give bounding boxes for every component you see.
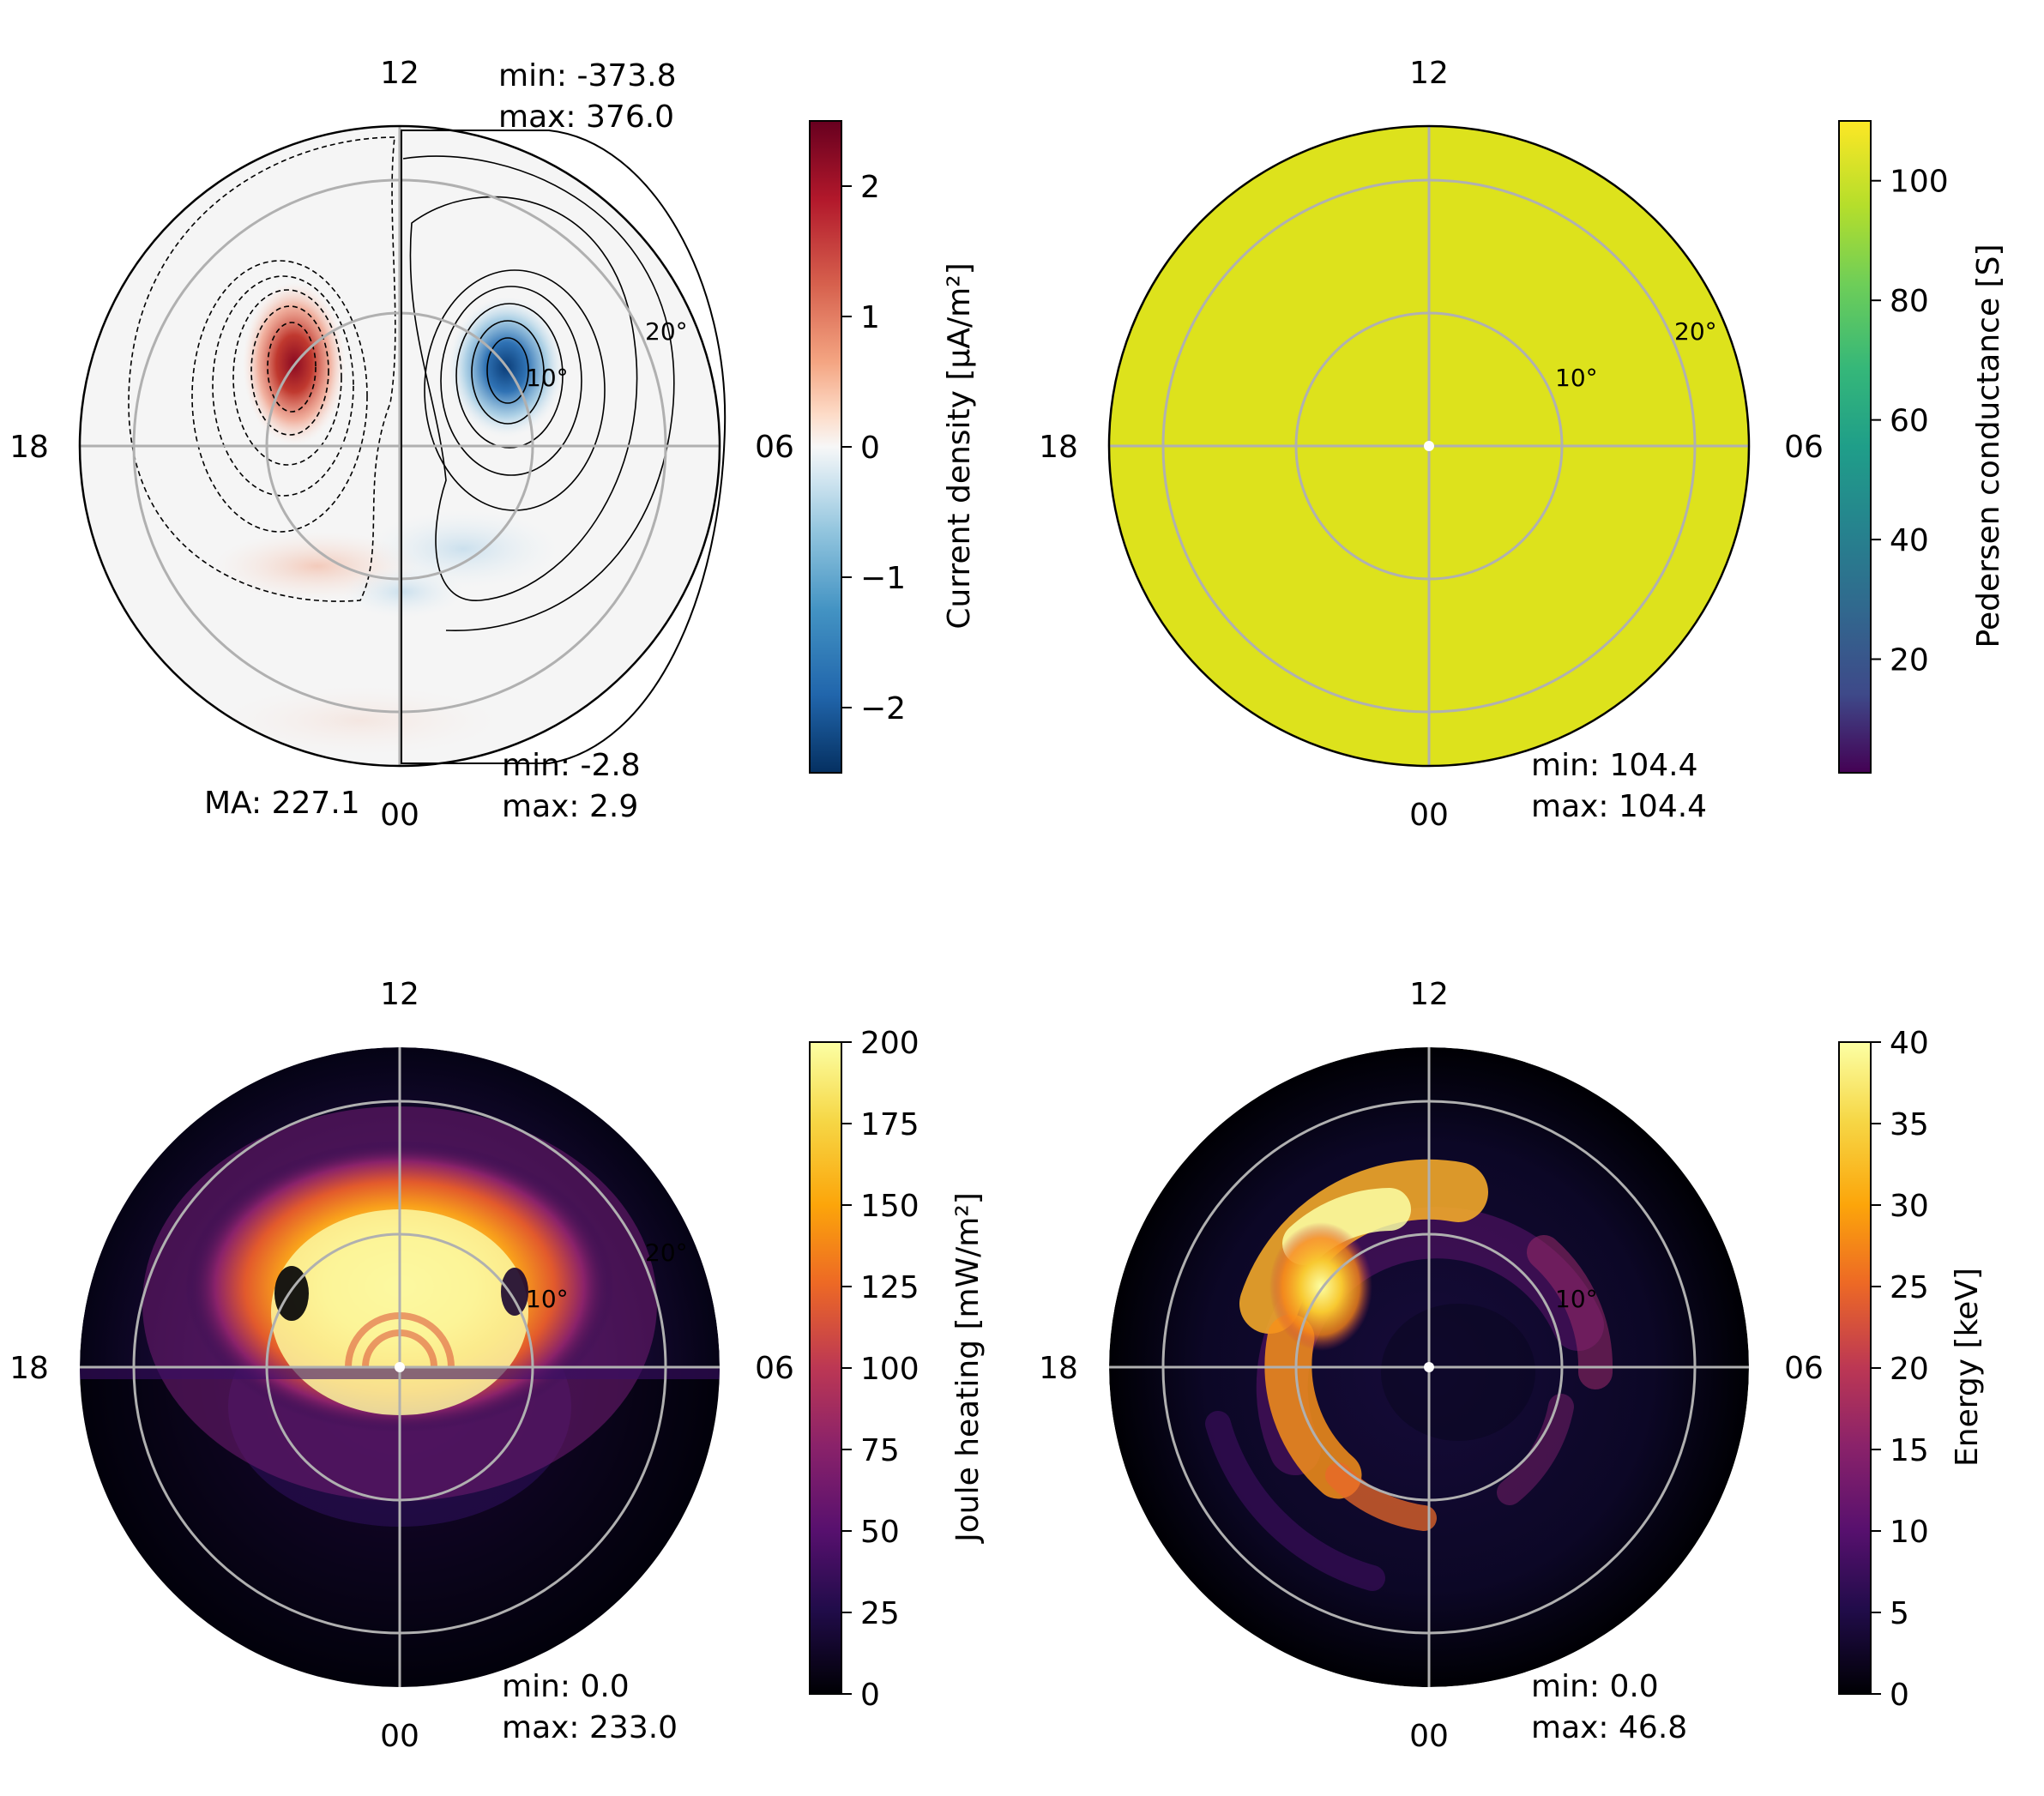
p4-field-min: min: 0.0 bbox=[1531, 1669, 1659, 1704]
p4-mlt-12: 12 bbox=[1409, 977, 1449, 1012]
colorbar-tick-label: 125 bbox=[860, 1270, 919, 1305]
colorbar-tick-label: 80 bbox=[1890, 284, 1929, 319]
p2-mlt-06: 06 bbox=[1784, 430, 1824, 465]
colorbar-tick-label: 150 bbox=[860, 1189, 919, 1224]
colorbar-tick-label: −2 bbox=[860, 691, 906, 726]
p1-mlt-12: 12 bbox=[380, 56, 419, 91]
p1-mlt-06: 06 bbox=[755, 430, 794, 465]
p3-mlt-00: 00 bbox=[380, 1719, 419, 1754]
p2-mlt-12: 12 bbox=[1409, 56, 1449, 91]
current-density-grid bbox=[80, 126, 720, 766]
p3-colorbar: 200 175 150 125 100 75 50 25 0 Joule heating [mW… bbox=[809, 1026, 986, 1713]
p1-colorbar: 2 1 0 −1 −2 Current density [μA/m²] bbox=[809, 120, 977, 774]
colorbar-tick-label: 40 bbox=[1890, 1026, 1929, 1061]
p2-field-min: min: 104.4 bbox=[1531, 748, 1698, 783]
colorbar-tick-label: 20 bbox=[1890, 1352, 1929, 1387]
pedersen-pole-marker bbox=[1424, 441, 1434, 451]
p4-colorbar-scale bbox=[1838, 1041, 1872, 1695]
colorbar-tick-label: −1 bbox=[860, 561, 906, 596]
p4-mlt-06: 06 bbox=[1784, 1351, 1824, 1386]
colorbar-tick-label: 200 bbox=[860, 1026, 919, 1061]
p4-field-max: max: 46.8 bbox=[1531, 1710, 1687, 1745]
p3-mlt-18: 18 bbox=[9, 1351, 49, 1386]
colorbar-tick-label: 20 bbox=[1890, 643, 1929, 678]
colorbar-tick-label: 25 bbox=[1890, 1270, 1929, 1305]
colorbar-tick-label: 0 bbox=[1890, 1678, 1909, 1713]
p1-ring-10: 10° bbox=[526, 364, 569, 392]
p3-field-max: max: 233.0 bbox=[502, 1710, 678, 1745]
p3-colorbar-label: Joule heating [mW/m²] bbox=[950, 1192, 986, 1544]
p4-ring-10: 10° bbox=[1555, 1285, 1598, 1313]
colorbar-tick-label: 50 bbox=[860, 1515, 900, 1550]
colorbar-tick-label: 5 bbox=[1890, 1596, 1909, 1631]
p2-colorbar: 100 80 60 40 20 Pedersen conductance [S] bbox=[1838, 120, 2006, 774]
colorbar-tick-label: 10 bbox=[1890, 1515, 1929, 1550]
panel-energy: 12 18 06 00 10° min: 0.0 max: 46.8 40 35 3… bbox=[1039, 977, 1985, 1754]
p3-mlt-06: 06 bbox=[755, 1351, 794, 1386]
p2-ring-20: 20° bbox=[1674, 317, 1717, 346]
energy-pole-marker bbox=[1424, 1362, 1434, 1372]
panel-current-density: 12 18 06 00 10° 20° min: -373.8 max: 376… bbox=[9, 56, 977, 833]
colorbar-tick-label: 25 bbox=[860, 1596, 900, 1631]
potential-contours-negative bbox=[128, 136, 396, 602]
p2-mlt-00: 00 bbox=[1409, 798, 1449, 833]
colorbar-tick-label: 35 bbox=[1890, 1107, 1929, 1142]
p1-contour-max: max: 376.0 bbox=[498, 99, 674, 135]
p1-ring-20: 20° bbox=[645, 317, 688, 346]
panel-joule-heating: 12 18 06 00 10° 20° min: 0.0 max: 233.0 … bbox=[9, 977, 986, 1754]
potential-contours-positive bbox=[402, 155, 675, 631]
p1-field-min: min: -2.8 bbox=[502, 748, 641, 783]
joule-pole-marker bbox=[395, 1362, 405, 1372]
p2-field-max: max: 104.4 bbox=[1531, 789, 1707, 824]
p1-colorbar-label: Current density [μA/m²] bbox=[942, 262, 977, 629]
p4-colorbar-label: Energy [keV] bbox=[1950, 1268, 1985, 1467]
p3-colorbar-scale bbox=[809, 1041, 842, 1695]
p1-field-max: max: 2.9 bbox=[502, 789, 638, 824]
p3-field-min: min: 0.0 bbox=[502, 1669, 630, 1704]
colorbar-tick-label: 100 bbox=[1890, 165, 1949, 200]
colorbar-tick-label: 100 bbox=[860, 1352, 919, 1387]
joule-dark-spot-dawn bbox=[501, 1268, 528, 1316]
colorbar-tick-label: 175 bbox=[860, 1107, 919, 1142]
p4-colorbar: 40 35 30 25 20 15 10 5 0 Energy [keV] bbox=[1838, 1026, 1985, 1713]
pedersen-frame bbox=[1107, 124, 1751, 768]
colorbar-tick-label: 60 bbox=[1890, 404, 1929, 439]
colorbar-tick-label: 30 bbox=[1890, 1189, 1929, 1224]
colorbar-tick-label: 2 bbox=[860, 170, 880, 205]
colorbar-tick-label: 0 bbox=[860, 431, 880, 466]
p3-ring-10: 10° bbox=[526, 1285, 569, 1313]
colorbar-tick-label: 15 bbox=[1890, 1433, 1929, 1468]
p2-colorbar-label: Pedersen conductance [S] bbox=[1971, 244, 2006, 648]
p4-mlt-18: 18 bbox=[1039, 1351, 1078, 1386]
p4-mlt-00: 00 bbox=[1409, 1719, 1449, 1754]
p1-total-current: MA: 227.1 bbox=[204, 786, 360, 821]
p3-ring-20: 20° bbox=[645, 1239, 688, 1267]
p2-ring-10: 10° bbox=[1555, 364, 1598, 392]
colorbar-tick-label: 40 bbox=[1890, 523, 1929, 558]
colorbar-tick-label: 0 bbox=[860, 1678, 880, 1713]
panel-pedersen-conductance: 12 18 06 00 10° 20° min: 104.4 max: 104.… bbox=[1039, 56, 2006, 833]
colorbar-tick-label: 75 bbox=[860, 1433, 900, 1468]
contour-boundary bbox=[401, 130, 727, 764]
p1-mlt-18: 18 bbox=[9, 430, 49, 465]
p1-mlt-00: 00 bbox=[380, 798, 419, 833]
current-density-frame bbox=[78, 124, 721, 768]
p2-mlt-18: 18 bbox=[1039, 430, 1078, 465]
p1-colorbar-scale bbox=[809, 120, 842, 774]
p2-colorbar-scale bbox=[1838, 120, 1872, 774]
colorbar-tick-label: 1 bbox=[860, 300, 880, 335]
p1-contour-min: min: -373.8 bbox=[498, 58, 677, 93]
p3-mlt-12: 12 bbox=[380, 977, 419, 1012]
